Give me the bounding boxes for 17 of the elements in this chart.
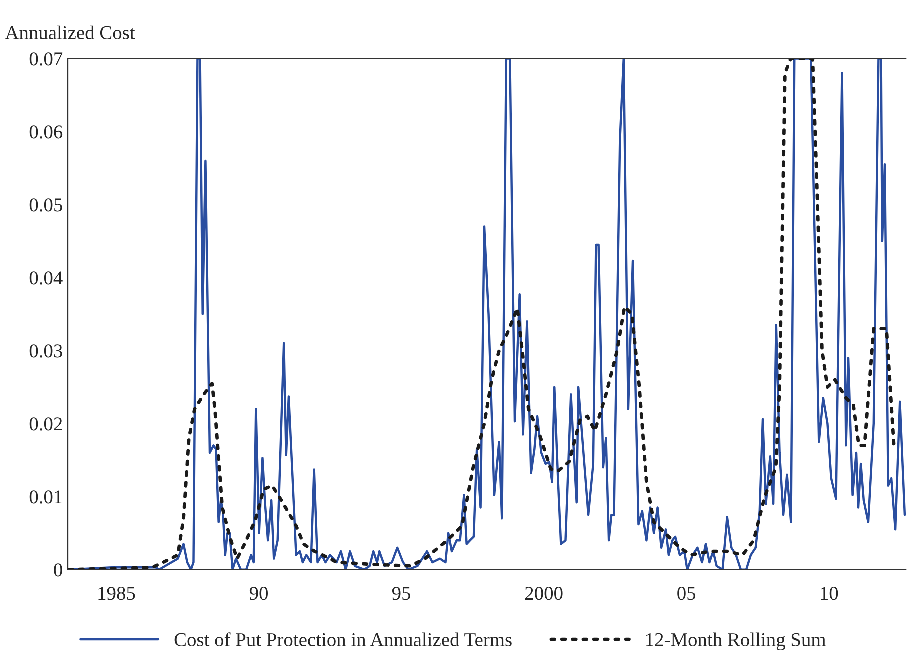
y-tick-label: 0.04 bbox=[30, 272, 63, 285]
y-tick-label: 0.07 bbox=[30, 52, 63, 66]
x-tick-label: 05 bbox=[678, 587, 696, 600]
x-tick-label: 1985 bbox=[98, 587, 136, 600]
x-tick-label: 90 bbox=[250, 587, 268, 600]
x-tick-label: 10 bbox=[821, 587, 838, 600]
legend-label: 12-Month Rolling Sum bbox=[646, 632, 826, 650]
legend-label: Cost of Put Protection in Annualized Terms bbox=[174, 632, 512, 646]
x-tick-label: 2000 bbox=[525, 587, 563, 600]
y-tick-label: 0.03 bbox=[30, 344, 62, 358]
x-tick-label: 95 bbox=[392, 587, 411, 600]
y-tick-label: 0.06 bbox=[30, 126, 63, 139]
y-tick-label: 0.01 bbox=[30, 490, 62, 504]
y-axis-title: Annualized Cost bbox=[5, 26, 136, 40]
y-tick-label: 0.02 bbox=[30, 418, 62, 431]
y-tick-label: 0 bbox=[54, 564, 62, 577]
y-tick-label: 0.05 bbox=[30, 198, 62, 212]
